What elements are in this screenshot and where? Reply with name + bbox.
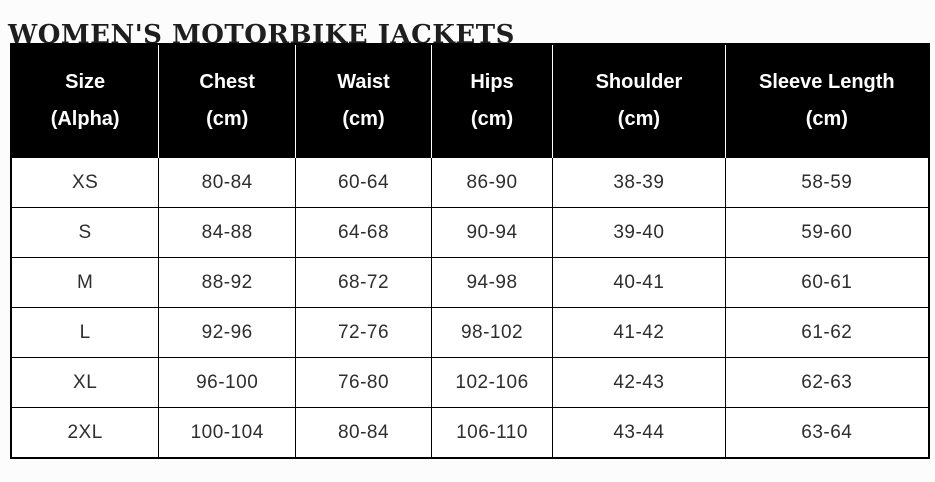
chest-cell: 100-104 bbox=[158, 407, 297, 459]
chest-cell: 96-100 bbox=[158, 357, 297, 408]
header-row: Size (Alpha) Chest (cm) Waist (cm) Hips … bbox=[11, 44, 929, 158]
column-label: Waist bbox=[337, 71, 390, 93]
sleeve-length-cell: 63-64 bbox=[724, 407, 930, 459]
column-unit: (cm) bbox=[805, 108, 848, 130]
waist-cell: 76-80 bbox=[295, 357, 432, 408]
chest-cell: 80-84 bbox=[158, 157, 297, 208]
hips-cell: 90-94 bbox=[430, 207, 554, 258]
waist-cell: 68-72 bbox=[295, 257, 432, 308]
hips-cell: 86-90 bbox=[430, 157, 554, 208]
shoulder-cell: 42-43 bbox=[552, 357, 726, 408]
sleeve-length-cell: 61-62 bbox=[724, 307, 930, 358]
column-label: Shoulder bbox=[595, 71, 683, 93]
chest-cell: 84-88 bbox=[158, 207, 297, 258]
shoulder-cell: 40-41 bbox=[552, 257, 726, 308]
waist-cell: 64-68 bbox=[295, 207, 432, 258]
column-header-chest: Chest (cm) bbox=[158, 44, 296, 158]
chest-cell: 88-92 bbox=[158, 257, 297, 308]
size-cell: 2XL bbox=[10, 407, 160, 459]
shoulder-cell: 38-39 bbox=[552, 157, 726, 208]
hips-cell: 94-98 bbox=[430, 257, 554, 308]
column-label: Size bbox=[65, 71, 106, 93]
table-row-xs: XS 80-84 60-64 86-90 38-39 58-59 bbox=[10, 157, 930, 208]
column-header-shoulder: Shoulder (cm) bbox=[552, 44, 726, 158]
column-header-size: Size (Alpha) bbox=[11, 44, 159, 158]
column-header-sleeve-length: Sleeve Length (cm) bbox=[724, 44, 929, 158]
column-label: Sleeve Length bbox=[759, 71, 895, 93]
hips-cell: 102-106 bbox=[430, 357, 554, 408]
chest-cell: 92-96 bbox=[158, 307, 297, 358]
table-row-m: M 88-92 68-72 94-98 40-41 60-61 bbox=[10, 257, 930, 308]
waist-cell: 80-84 bbox=[295, 407, 432, 459]
table-row-s: S 84-88 64-68 90-94 39-40 59-60 bbox=[10, 207, 930, 258]
shoulder-cell: 43-44 bbox=[552, 407, 726, 459]
column-label: Chest bbox=[199, 71, 255, 93]
column-unit: (cm) bbox=[470, 108, 514, 130]
sleeve-length-cell: 58-59 bbox=[724, 157, 930, 208]
column-unit: (cm) bbox=[206, 108, 249, 130]
size-cell: XL bbox=[10, 357, 160, 408]
size-cell: XS bbox=[10, 157, 160, 208]
sleeve-length-cell: 60-61 bbox=[724, 257, 930, 308]
table-row-xl: XL 96-100 76-80 102-106 42-43 62-63 bbox=[10, 357, 930, 408]
column-unit: (cm) bbox=[342, 108, 385, 130]
column-header-hips: Hips (cm) bbox=[430, 44, 553, 158]
column-unit: (Alpha) bbox=[50, 108, 120, 130]
size-cell: M bbox=[10, 257, 160, 308]
size-chart-table: Size (Alpha) Chest (cm) Waist (cm) Hips … bbox=[10, 43, 930, 459]
shoulder-cell: 39-40 bbox=[552, 207, 726, 258]
column-header-waist: Waist (cm) bbox=[295, 44, 432, 158]
sleeve-length-cell: 62-63 bbox=[724, 357, 930, 408]
table-row-2xl: 2XL 100-104 80-84 106-110 43-44 63-64 bbox=[10, 407, 930, 459]
shoulder-cell: 41-42 bbox=[552, 307, 726, 358]
sleeve-length-cell: 59-60 bbox=[724, 207, 930, 258]
size-cell: S bbox=[10, 207, 160, 258]
column-unit: (cm) bbox=[617, 108, 661, 130]
table-row-l: L 92-96 72-76 98-102 41-42 61-62 bbox=[10, 307, 930, 358]
column-label: Hips bbox=[470, 71, 514, 93]
waist-cell: 72-76 bbox=[295, 307, 432, 358]
table-header: Size (Alpha) Chest (cm) Waist (cm) Hips … bbox=[11, 44, 929, 158]
hips-cell: 106-110 bbox=[430, 407, 554, 459]
waist-cell: 60-64 bbox=[295, 157, 432, 208]
hips-cell: 98-102 bbox=[430, 307, 554, 358]
table-body: XS 80-84 60-64 86-90 38-39 58-59 S 84-88… bbox=[10, 157, 930, 459]
size-cell: L bbox=[10, 307, 160, 358]
